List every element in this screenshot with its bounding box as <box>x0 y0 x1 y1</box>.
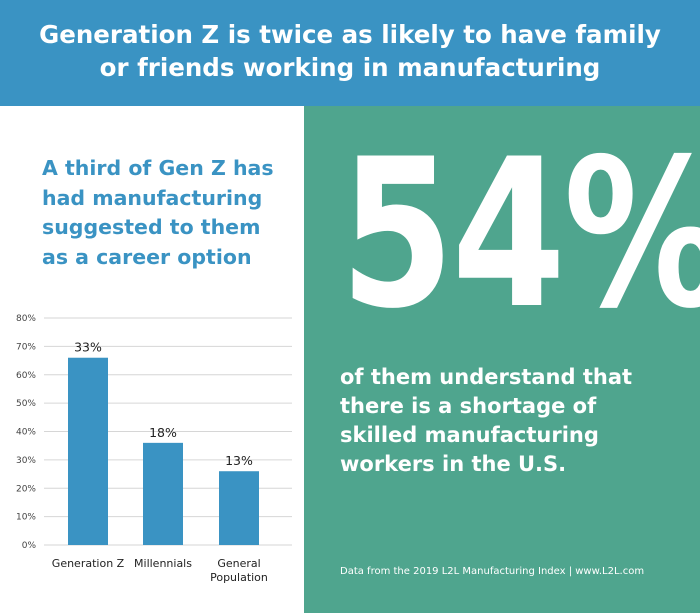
left-subhead: A third of Gen Z has had manufacturing s… <box>42 156 274 269</box>
y-tick-label: 10% <box>16 513 36 523</box>
right-panel: 54% of them understand that there is a s… <box>304 106 700 613</box>
data-label: 33% <box>74 340 102 355</box>
y-tick-label: 40% <box>16 428 36 438</box>
y-tick-label: 20% <box>16 484 36 494</box>
x-category-label: General <box>217 557 260 570</box>
x-category-label: Generation Z <box>52 557 125 570</box>
y-tick-label: 30% <box>16 456 36 466</box>
data-label: 13% <box>225 453 253 468</box>
x-category-label: Millennials <box>134 557 192 570</box>
stat-description: of them understand that there is a short… <box>340 365 633 476</box>
header-title-line2: or friends working in manufacturing <box>99 53 601 82</box>
x-category-label: Population <box>210 571 268 584</box>
header-title: Generation Z is twice as likely to have … <box>0 18 700 84</box>
y-tick-label: 70% <box>16 342 36 352</box>
bar <box>143 442 183 545</box>
header-title-line1: Generation Z is twice as likely to have … <box>39 20 661 49</box>
bar <box>68 357 108 545</box>
y-tick-label: 80% <box>16 314 36 324</box>
data-label: 18% <box>149 425 177 440</box>
bar <box>219 471 259 545</box>
bar-chart: 0% 10% 20% 30% 40% 50% 60% 70% 80% 33% Generation … <box>16 314 292 584</box>
y-tick-label: 50% <box>16 399 36 409</box>
big-stat: 54% <box>340 116 700 354</box>
y-tick-label: 60% <box>16 371 36 381</box>
y-tick-label: 0% <box>22 541 37 551</box>
source-note: Data from the 2019 L2L Manufacturing Ind… <box>340 566 645 577</box>
header-banner: Generation Z is twice as likely to have … <box>0 0 700 106</box>
